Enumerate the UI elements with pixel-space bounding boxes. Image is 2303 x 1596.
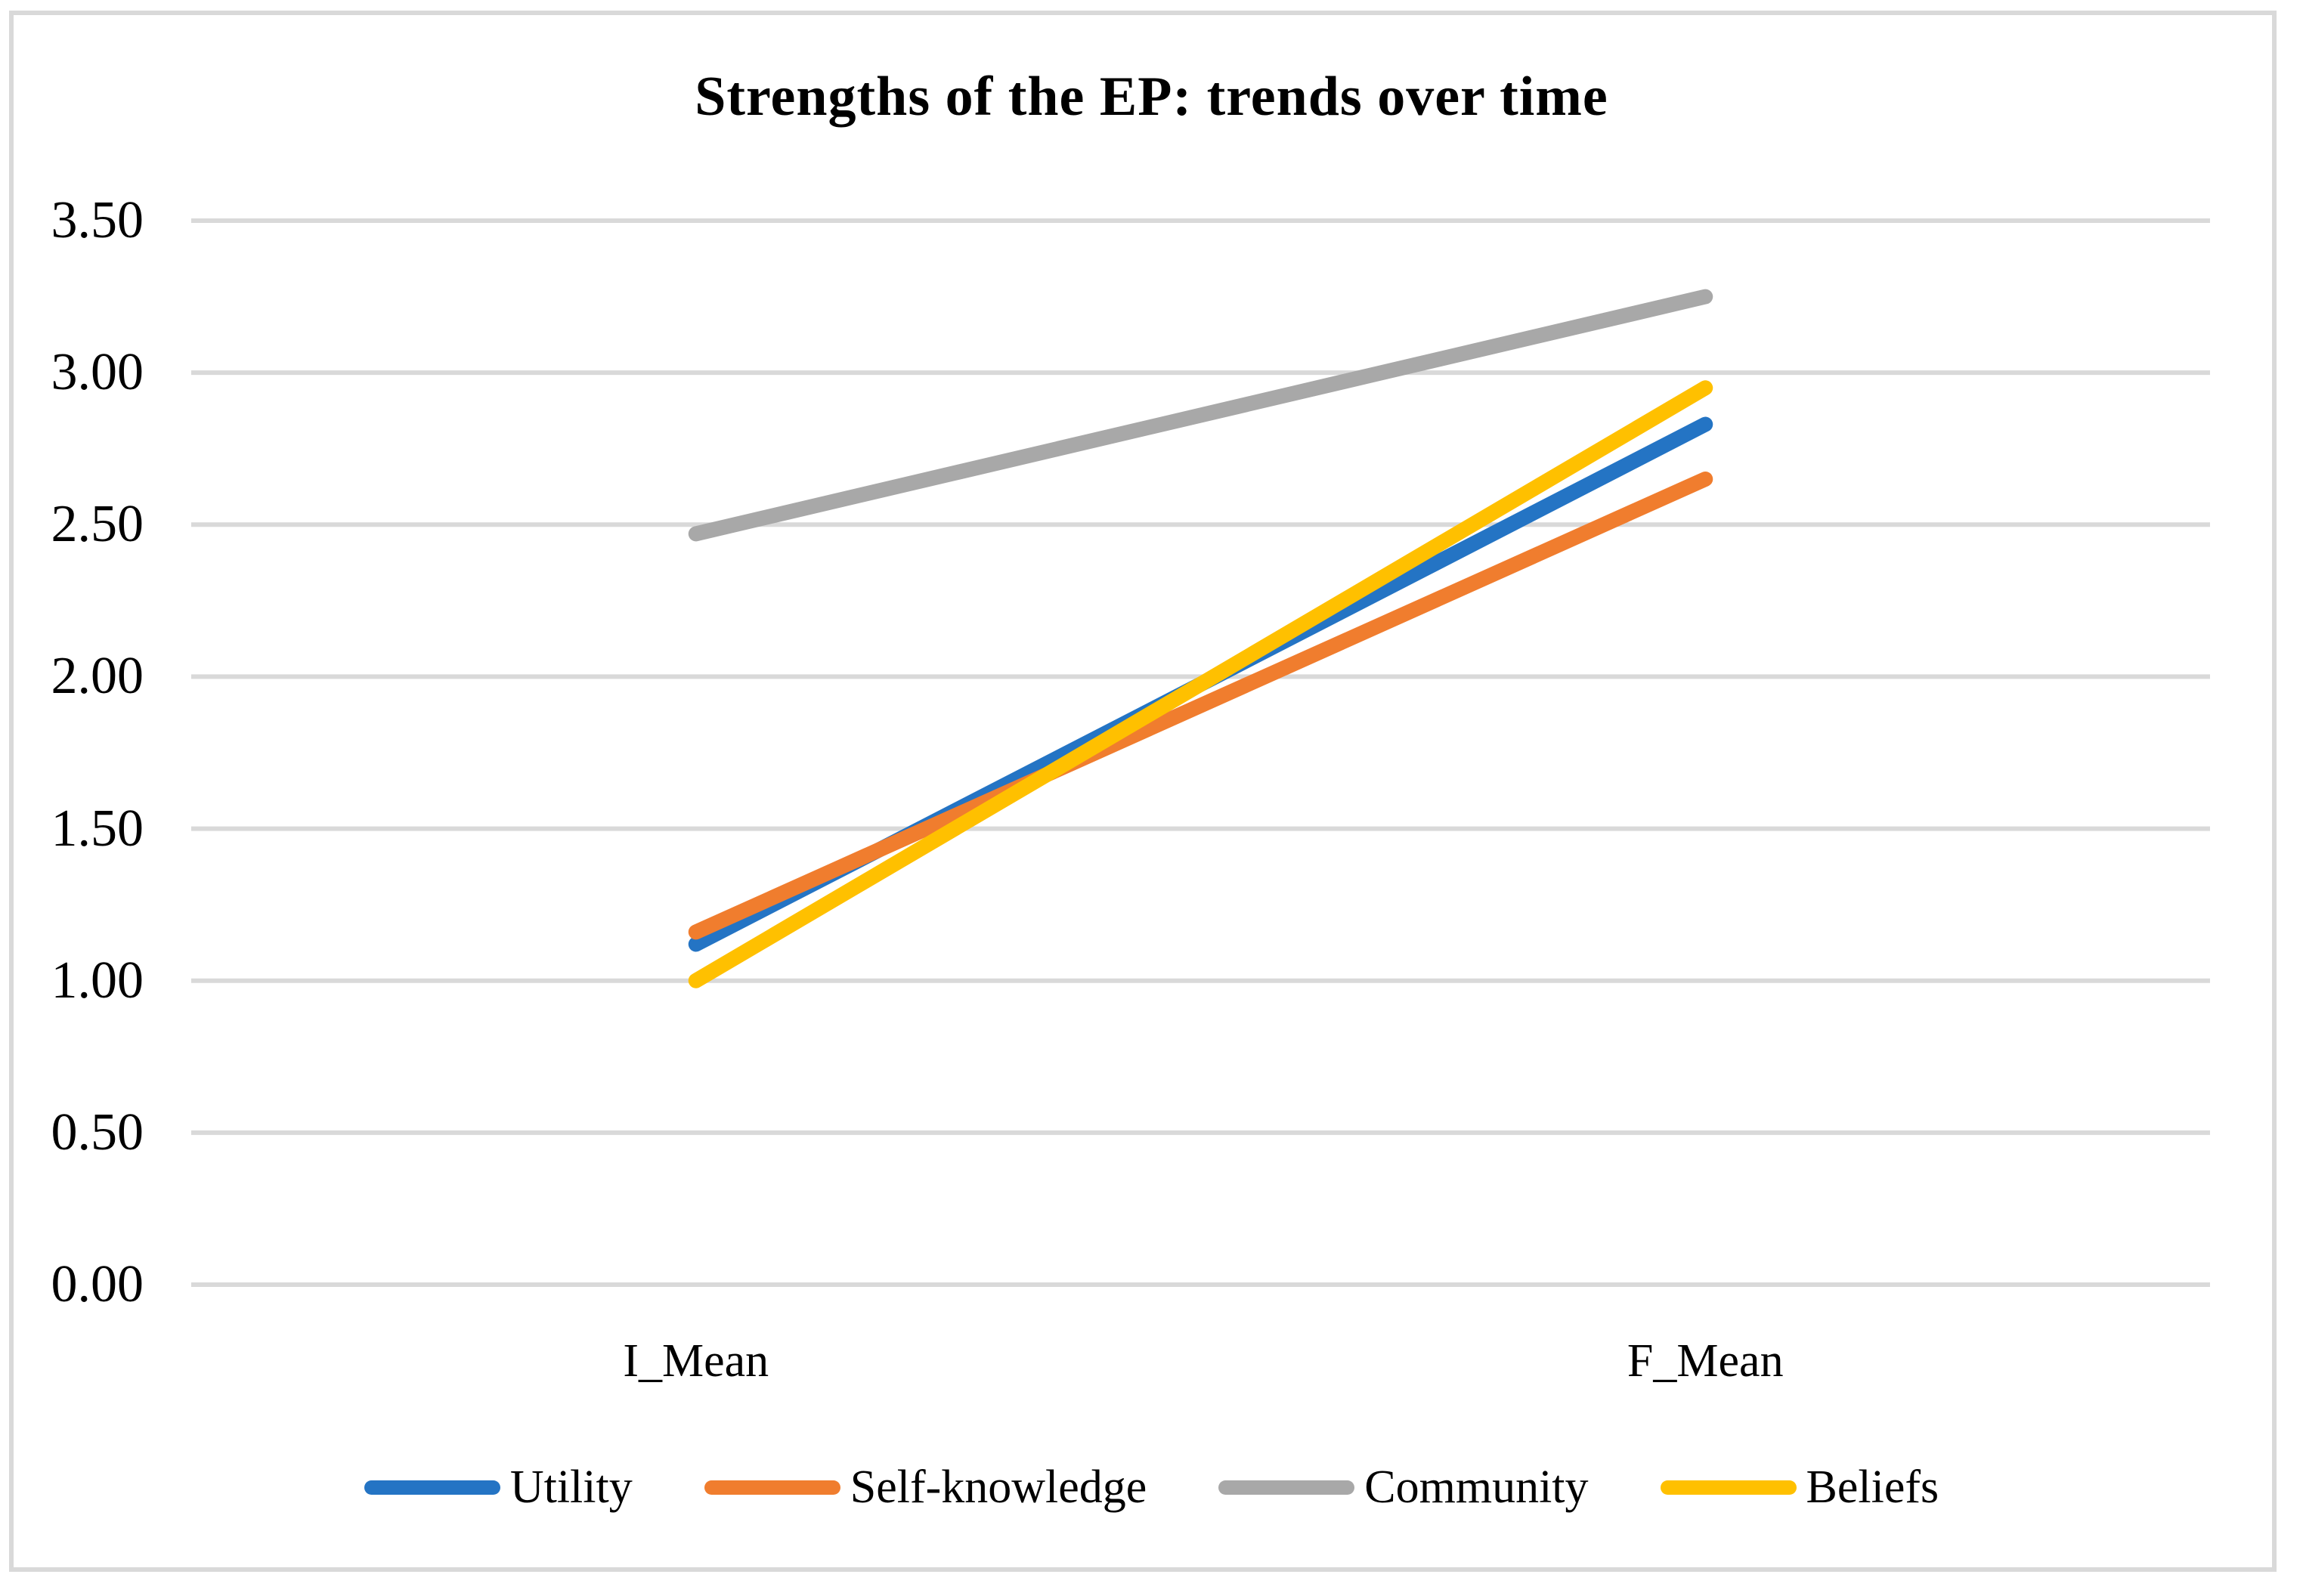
x-category-label: I_Mean [623,1335,769,1387]
chart-title: Strengths of the EP: trends over time [695,66,1608,128]
legend-label: Community [1364,1461,1589,1513]
legend-item-beliefs: Beliefs [1660,1457,1939,1517]
legend-swatch-utility [364,1480,500,1495]
series-line-community [688,289,1713,542]
legend-swatch-beliefs [1660,1480,1797,1495]
legend-label: Utility [509,1461,633,1513]
figure-border [9,11,2277,1572]
y-tick-label: 1.50 [51,799,144,858]
legend-item-community: Community [1218,1457,1589,1517]
legend-swatch-self-knowledge [704,1480,840,1495]
y-tick-label: 2.00 [51,647,144,706]
series-line-beliefs [688,380,1713,988]
y-tick-label: 3.50 [51,191,144,249]
y-tick-label: 0.50 [51,1103,144,1161]
y-tick-label: 1.00 [51,951,144,1010]
y-tick-label: 3.00 [51,343,144,402]
y-tick-label: 2.50 [51,495,144,554]
legend-item-self-knowledge: Self-knowledge [704,1457,1147,1517]
legend-item-utility: Utility [364,1457,633,1517]
legend-label: Self-knowledge [850,1461,1147,1513]
legend-label: Beliefs [1806,1461,1939,1513]
legend: Utility Self-knowledge Community Beliefs [0,1457,2303,1517]
series-line-self-knowledge [688,471,1713,940]
legend-swatch-community [1218,1480,1355,1495]
x-category-label: F_Mean [1627,1335,1784,1387]
y-tick-label: 0.00 [51,1255,144,1313]
